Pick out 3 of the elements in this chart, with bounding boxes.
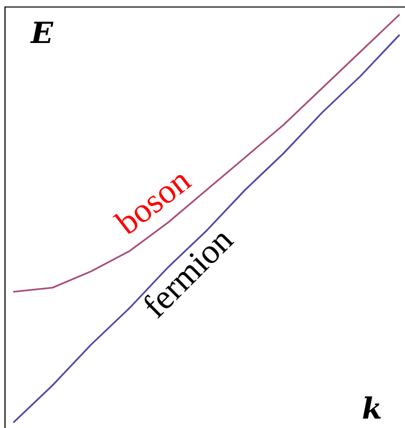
y-axis-title: E: [30, 22, 54, 44]
x-axis-title: k: [362, 396, 381, 419]
text: boson: [112, 166, 193, 236]
